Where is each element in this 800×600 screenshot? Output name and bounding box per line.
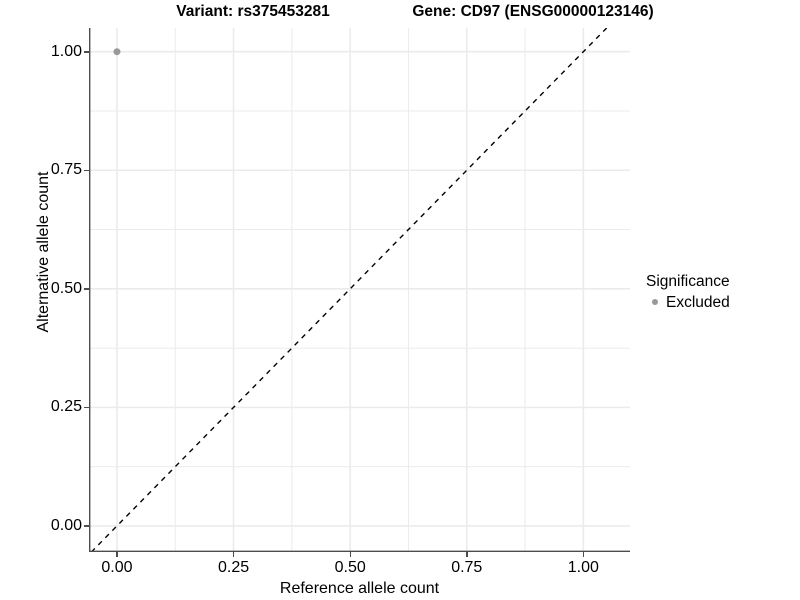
x-axis-tick-label: 0.25 <box>217 559 250 576</box>
y-axis-tick-label: 0.00 <box>50 516 82 534</box>
y-axis-tick-labels: 0.00 0.25 0.50 0.75 1.00 <box>16 0 82 600</box>
x-axis-tick-labels: 0.00 0.25 0.50 0.75 1.00 <box>0 560 700 582</box>
y-axis-tick-mark <box>84 51 89 53</box>
y-axis-tick-mark <box>84 288 89 290</box>
y-axis-tick-mark <box>84 406 89 409</box>
y-axis-tick-label: 0.25 <box>50 398 82 416</box>
y-axis-tick-label: 0.75 <box>50 161 82 179</box>
y-axis-tick-mark <box>84 525 89 527</box>
x-axis-tick-label: 0.00 <box>101 559 133 576</box>
data-point <box>113 48 121 56</box>
x-axis-tick-mark <box>233 552 235 557</box>
legend-item-label: Excluded <box>666 293 730 311</box>
plot-panel <box>89 28 630 552</box>
x-axis-title: Reference allele count <box>279 580 440 597</box>
y-axis-tick-mark <box>84 169 89 172</box>
x-axis-tick-mark <box>349 552 352 557</box>
variant-title: Variant: rs375453281 <box>176 3 330 20</box>
y-axis-tick-label: 1.00 <box>50 42 82 60</box>
x-axis-tick-mark <box>582 552 585 557</box>
x-axis-tick-label: 0.75 <box>451 559 483 576</box>
legend-dot-icon <box>652 299 658 305</box>
x-axis-tick-mark <box>466 552 468 557</box>
legend: Significance Excluded <box>646 272 796 312</box>
y-axis-title: Alternative allele count <box>35 171 52 333</box>
gene-title: Gene: CD97 (ENSG00000123146) <box>412 3 654 20</box>
y-axis-tick-label: 0.50 <box>50 279 82 297</box>
plot-canvas <box>89 28 630 552</box>
x-axis-tick-label: 1.00 <box>567 559 599 576</box>
legend-key <box>646 293 664 311</box>
x-axis-tick-label: 0.50 <box>334 559 366 576</box>
chart-title-row: Variant: rs375453281 Gene: CD97 (ENSG000… <box>88 2 653 24</box>
panel-background <box>89 28 630 552</box>
legend-item[interactable]: Excluded <box>646 292 796 312</box>
x-axis-tick-mark <box>116 552 118 557</box>
reference-diagonal-line <box>90 28 608 552</box>
legend-title: Significance <box>646 273 730 290</box>
legend-items: Excluded <box>646 292 796 312</box>
